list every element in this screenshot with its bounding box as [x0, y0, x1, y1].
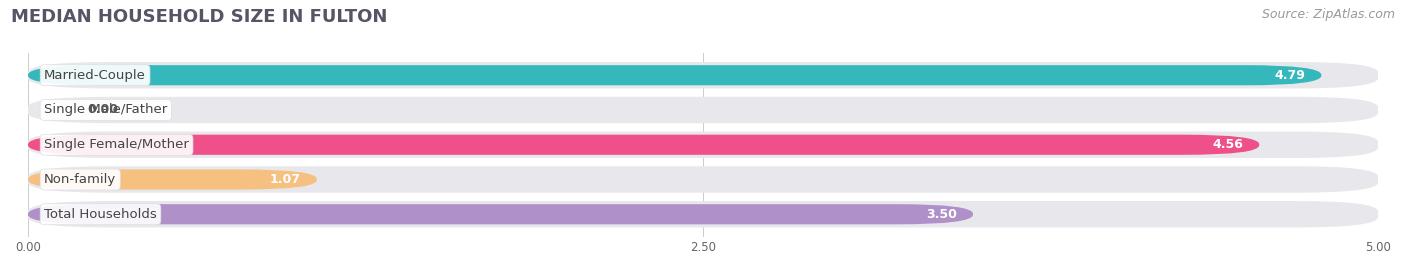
FancyBboxPatch shape	[28, 135, 1260, 155]
Text: Married-Couple: Married-Couple	[44, 69, 146, 82]
Text: Total Households: Total Households	[44, 208, 157, 221]
FancyBboxPatch shape	[28, 201, 1378, 228]
FancyBboxPatch shape	[28, 132, 1378, 158]
Text: 4.56: 4.56	[1212, 138, 1243, 151]
Text: 3.50: 3.50	[927, 208, 957, 221]
Text: 4.79: 4.79	[1274, 69, 1305, 82]
Text: 0.00: 0.00	[87, 104, 118, 116]
FancyBboxPatch shape	[28, 169, 316, 190]
FancyBboxPatch shape	[28, 62, 1378, 89]
FancyBboxPatch shape	[28, 65, 1322, 85]
Text: MEDIAN HOUSEHOLD SIZE IN FULTON: MEDIAN HOUSEHOLD SIZE IN FULTON	[11, 8, 388, 26]
Text: Single Male/Father: Single Male/Father	[44, 104, 167, 116]
Text: Single Female/Mother: Single Female/Mother	[44, 138, 188, 151]
Text: Source: ZipAtlas.com: Source: ZipAtlas.com	[1261, 8, 1395, 21]
FancyBboxPatch shape	[28, 97, 1378, 123]
FancyBboxPatch shape	[28, 204, 973, 224]
FancyBboxPatch shape	[28, 166, 1378, 193]
Text: Non-family: Non-family	[44, 173, 117, 186]
Text: 1.07: 1.07	[270, 173, 301, 186]
